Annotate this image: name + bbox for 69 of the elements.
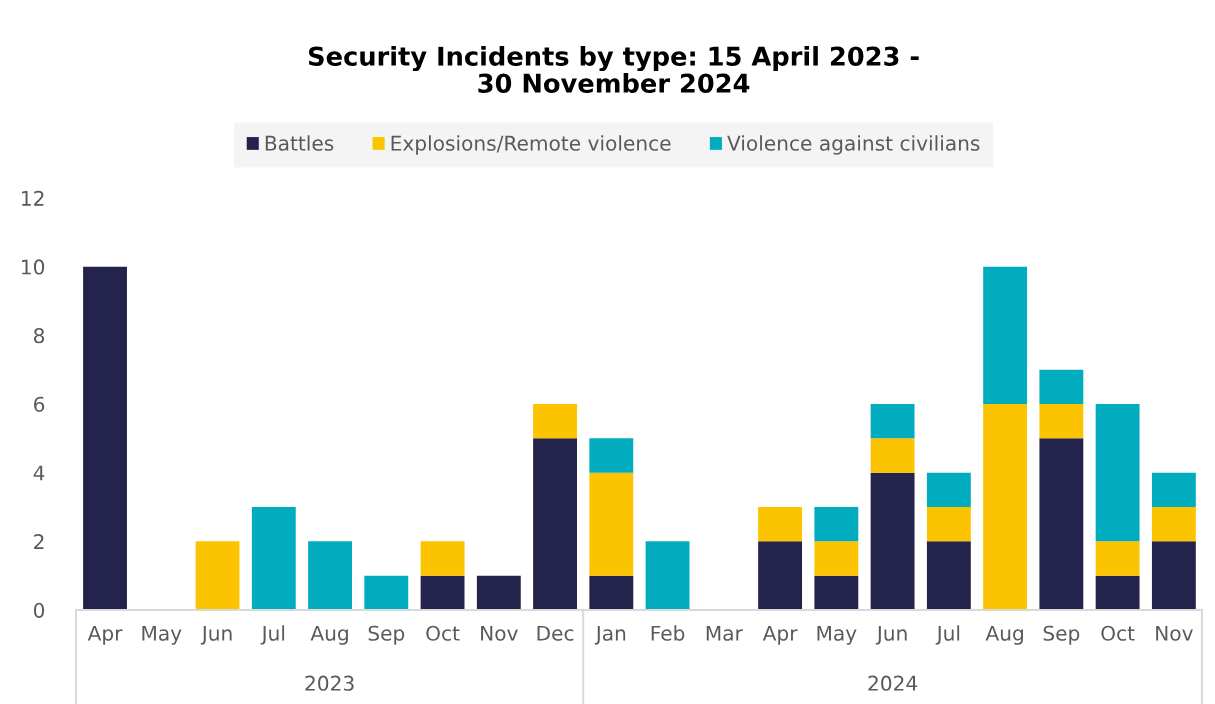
bar [926, 472, 971, 507]
bar [758, 507, 803, 542]
bar [420, 575, 465, 610]
bar [308, 541, 352, 610]
x-tick-label: Jun [875, 625, 907, 645]
bar [645, 541, 690, 610]
bar [926, 507, 971, 542]
bar [1151, 472, 1196, 507]
bar [1039, 438, 1084, 610]
bar [1151, 507, 1196, 542]
y-tick-label: 6 [34, 396, 45, 412]
bar [1095, 575, 1140, 610]
y-tick-label: 12 [22, 190, 44, 206]
bar [589, 575, 634, 610]
bar [983, 266, 1028, 404]
bar [814, 575, 859, 610]
x-tick-label: Jan [594, 625, 626, 645]
text: 2024 [868, 675, 918, 691]
legend-label: Violence against civilians [727, 135, 980, 155]
text: 2023 [305, 675, 354, 691]
x-tick-label: Apr [762, 625, 798, 645]
x-tick-label: Jul [935, 625, 960, 645]
chart-title: Security Incidents by type: 15 April 2023 - 30 November 2024 [308, 46, 919, 93]
x-tick-label: Feb [651, 625, 685, 641]
bar [926, 541, 971, 610]
x-tick-label: Sep [1043, 625, 1080, 645]
bar [1095, 541, 1140, 576]
bar [758, 541, 803, 610]
bar [1151, 541, 1196, 610]
x-tick-label: Apr [87, 625, 123, 645]
bar [814, 507, 859, 542]
x-tick-label: Mar [706, 625, 743, 641]
bar [195, 541, 240, 610]
y-tick-label: 4 [33, 465, 45, 481]
bar [983, 404, 1028, 610]
y-tick-label: 10 [22, 259, 45, 275]
bar [83, 266, 127, 610]
x-tick-label: Aug [310, 625, 348, 645]
y-tick-label: 8 [34, 328, 45, 344]
y-tick-label: 2 [34, 534, 44, 549]
x-tick-label: Dec [537, 625, 574, 641]
bar [420, 541, 465, 576]
bar [589, 438, 634, 473]
x-tick-label: Oct [1101, 625, 1135, 641]
x-tick-label: May [142, 625, 182, 645]
y-tick-label: 0 [33, 602, 45, 618]
bar [533, 438, 578, 610]
bar [589, 472, 634, 576]
x-tick-label: Aug [985, 625, 1023, 645]
x-tick-label: Nov [1156, 625, 1193, 641]
legend-label: Battles [265, 135, 334, 151]
bar [251, 507, 296, 610]
x-tick-label: Nov [481, 625, 518, 641]
x-tick-label: Jun [200, 625, 232, 645]
bar [870, 404, 915, 439]
bar [1095, 404, 1140, 542]
bar [533, 404, 578, 439]
x-tick-label: Jul [260, 625, 285, 645]
bar [476, 575, 521, 610]
x-tick-label: Oct [426, 625, 460, 641]
bar [814, 541, 859, 576]
bar [364, 575, 409, 610]
legend-label: Explosions/Remote violence [391, 135, 671, 155]
x-tick-label: May [817, 625, 857, 645]
bar [1039, 369, 1084, 404]
bar [1039, 404, 1084, 439]
bar [870, 438, 915, 473]
x-tick-label: Sep [368, 625, 405, 645]
bar [870, 472, 915, 610]
